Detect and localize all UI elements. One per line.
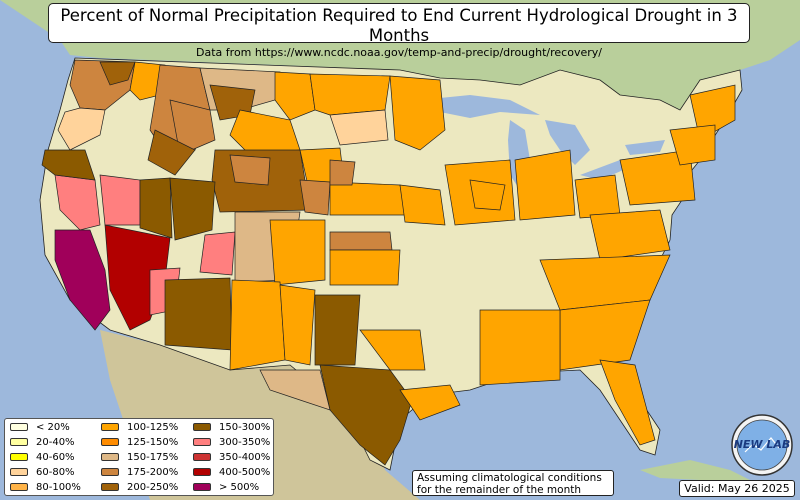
legend-item: 40-60% [10,452,75,464]
legend-label: < 20% [36,422,70,433]
legend-swatch [101,453,119,461]
legend-item: 125-150% [101,437,178,449]
legend-swatch [101,438,119,446]
legend-swatch [193,483,211,491]
legend-label: 125-150% [127,437,179,448]
legend-item: < 20% [10,422,70,434]
legend-item: 300-350% [193,437,270,449]
legend-item: 80-100% [10,482,81,494]
legend-label: 350-400% [219,452,271,463]
assumption-line-1: Assuming climatological conditions [417,472,602,484]
legend-label: > 500% [219,482,260,493]
legend-swatch [101,423,119,431]
legend-swatch [10,438,28,446]
legend-item: 20-40% [10,437,75,449]
legend-item: > 500% [193,482,259,494]
legend-swatch [193,453,211,461]
legend-label: 60-80% [36,467,75,478]
legend-item: 175-200% [101,467,178,479]
valid-date: Valid: May 26 2025 [679,480,795,497]
legend-label: 100-125% [127,422,179,433]
legend-label: 175-200% [127,467,179,478]
legend-label: 300-350% [219,437,271,448]
map-subtitle: Data from https://www.ncdc.noaa.gov/temp… [196,46,602,59]
assumption-line-2: for the remainder of the month [417,484,582,496]
lab-logo: NEW LAB [731,414,793,476]
legend-swatch [193,438,211,446]
lake-huron [545,120,590,165]
legend-item: 150-175% [101,452,178,464]
assumption-note: Assuming climatological conditions for t… [412,470,614,496]
legend-label: 20-40% [36,437,75,448]
legend-label: 150-175% [127,452,179,463]
drought-regions [41,59,736,466]
legend-swatch [10,423,28,431]
legend-item: 200-250% [101,482,178,494]
legend-item: 350-400% [193,452,270,464]
legend-label: 80-100% [36,482,81,493]
legend-item: 400-500% [193,467,270,479]
title-box: Percent of Normal Precipitation Required… [48,3,750,59]
legend: < 20% 20-40% 40-60% 60-80% 80-100% 100-1… [4,418,274,496]
legend-label: 40-60% [36,452,75,463]
lake-superior [420,95,540,118]
legend-swatch [10,483,28,491]
legend-item: 60-80% [10,467,75,479]
legend-item: 100-125% [101,422,178,434]
legend-swatch [10,453,28,461]
legend-swatch [101,468,119,476]
legend-swatch [193,423,211,431]
logo-text: NEW LAB [734,438,791,451]
legend-swatch [193,468,211,476]
map-title: Percent of Normal Precipitation Required… [60,6,738,45]
legend-label: 400-500% [219,467,271,478]
legend-swatch [101,483,119,491]
legend-label: 150-300% [219,422,271,433]
legend-item: 150-300% [193,422,270,434]
legend-swatch [10,468,28,476]
legend-label: 200-250% [127,482,179,493]
lake-ontario [625,140,665,155]
